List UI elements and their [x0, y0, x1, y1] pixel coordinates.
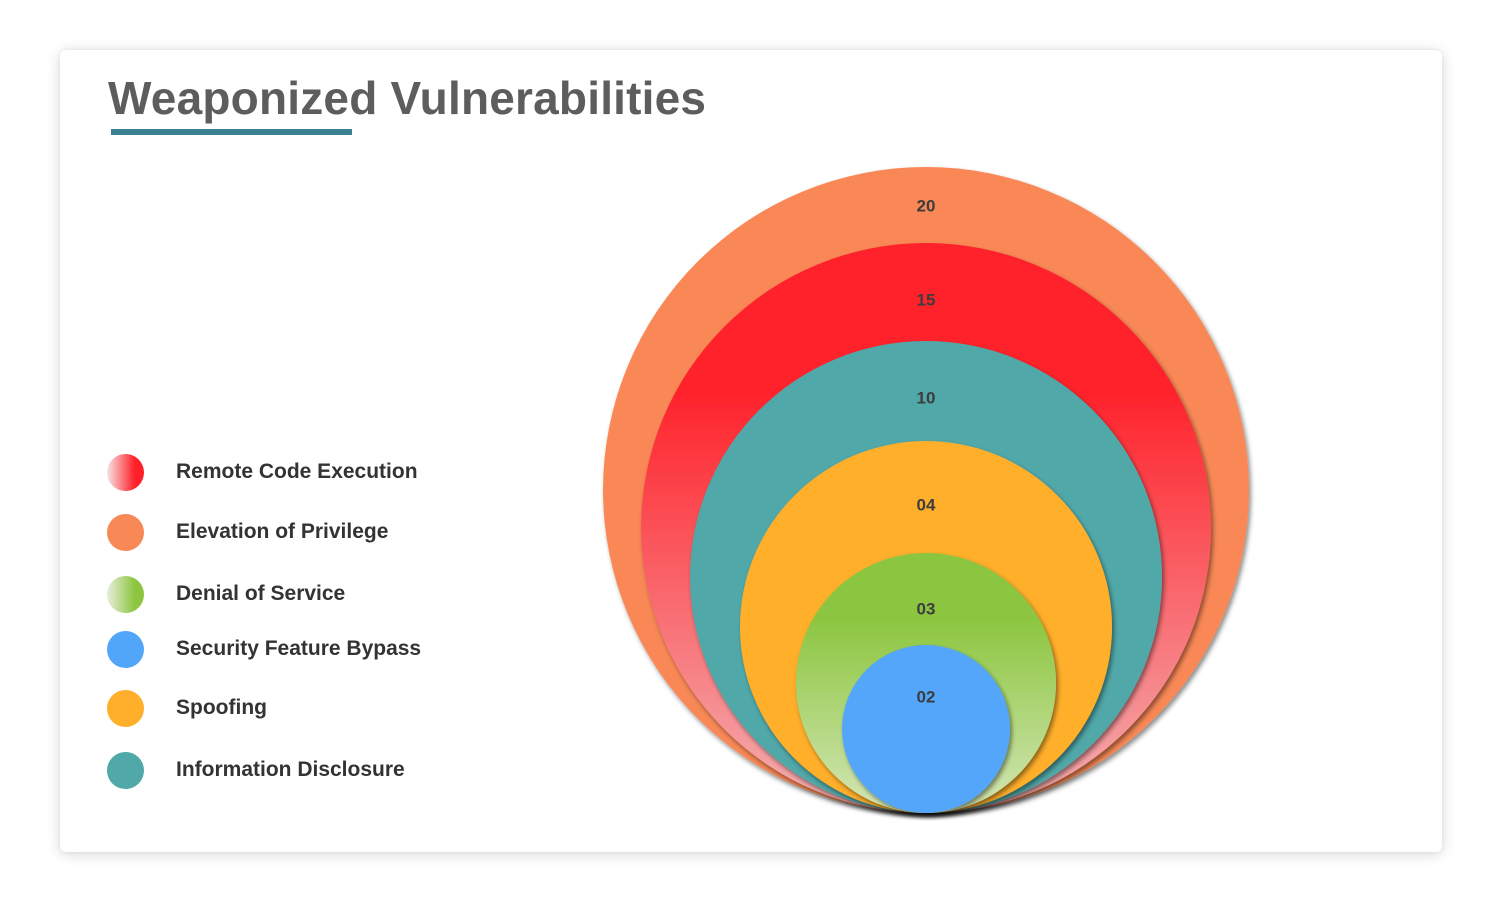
legend-swatch-spoofing [107, 689, 144, 727]
legend-item-security-feature-bypass: Security Feature Bypass [107, 630, 421, 668]
value-label-denial-of-service: 03 [917, 599, 936, 618]
title-underline [111, 129, 352, 135]
legend-swatch-elevation-of-privilege [107, 513, 144, 551]
legend-label: Spoofing [176, 696, 267, 719]
value-label-spoofing: 04 [917, 495, 936, 514]
chart-title: Weaponized Vulnerabilities [108, 72, 707, 124]
value-label-information-disclosure: 10 [917, 388, 936, 407]
legend-swatch-remote-code-execution [107, 453, 144, 491]
legend-label: Security Feature Bypass [176, 637, 422, 660]
value-label-security-feature-bypass: 02 [917, 687, 936, 706]
legend-label: Information Disclosure [176, 758, 405, 781]
legend-label: Denial of Service [176, 582, 346, 605]
circle-security-feature-bypass [842, 645, 1010, 813]
legend-item-remote-code-execution: Remote Code Execution [107, 453, 418, 491]
legend-label: Elevation of Privilege [176, 520, 389, 543]
value-label-remote-code-execution: 15 [917, 290, 936, 309]
legend-label: Remote Code Execution [176, 460, 418, 483]
legend-item-denial-of-service: Denial of Service [107, 575, 345, 613]
legend-swatch-denial-of-service [107, 575, 144, 613]
legend-item-spoofing: Spoofing [107, 689, 267, 727]
legend-swatch-information-disclosure [107, 751, 144, 789]
legend-swatch-security-feature-bypass [107, 630, 144, 668]
value-label-elevation-of-privilege: 20 [917, 196, 936, 215]
legend-item-elevation-of-privilege: Elevation of Privilege [107, 513, 388, 551]
legend-item-information-disclosure: Information Disclosure [107, 751, 405, 789]
